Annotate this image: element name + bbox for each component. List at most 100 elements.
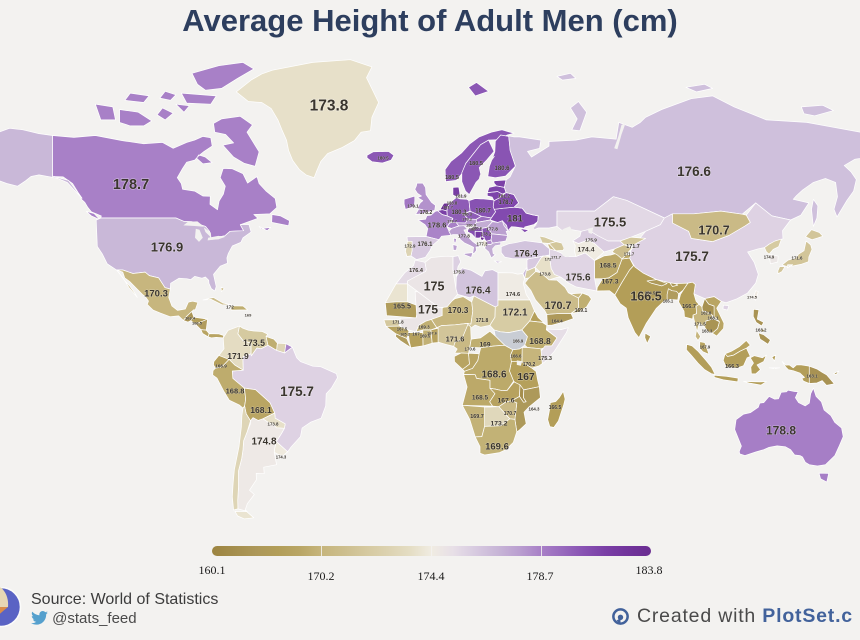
svg-text:170.2: 170.2 (523, 362, 536, 368)
svg-text:175: 175 (418, 302, 438, 316)
svg-text:171.8: 171.8 (392, 320, 404, 325)
svg-text:172: 172 (545, 256, 552, 261)
svg-text:167: 167 (412, 332, 420, 337)
svg-text:180.6: 180.6 (494, 166, 510, 172)
svg-text:179.1: 179.1 (407, 204, 419, 209)
svg-text:178.8: 178.8 (766, 423, 796, 437)
svg-text:181.7: 181.7 (443, 204, 454, 209)
svg-text:183.8: 183.8 (447, 201, 458, 206)
svg-text:167.6: 167.6 (497, 397, 514, 404)
svg-text:174.4: 174.4 (577, 246, 594, 253)
svg-text:175.5: 175.5 (594, 215, 627, 230)
svg-text:170.7: 170.7 (504, 411, 517, 417)
svg-text:164.5: 164.5 (645, 291, 656, 296)
svg-text:163.2: 163.2 (756, 328, 768, 333)
svg-text:180.8: 180.8 (466, 222, 477, 227)
svg-text:173.8: 173.8 (539, 272, 551, 277)
svg-text:172: 172 (226, 305, 234, 310)
svg-text:167.9: 167.9 (700, 345, 711, 350)
svg-text:178.2: 178.2 (481, 232, 492, 237)
svg-text:176.4: 176.4 (465, 286, 490, 297)
svg-text:168.1: 168.1 (708, 316, 720, 321)
svg-text:170.7: 170.7 (544, 300, 571, 312)
svg-text:169.7: 169.7 (470, 414, 484, 420)
svg-text:166.5: 166.5 (549, 405, 562, 411)
svg-text:168.8: 168.8 (529, 336, 551, 346)
svg-text:180.5: 180.5 (445, 175, 459, 181)
svg-text:168.6: 168.6 (481, 370, 506, 381)
svg-text:169.3: 169.3 (418, 325, 430, 330)
svg-text:165.2: 165.2 (400, 331, 411, 336)
svg-text:167.5: 167.5 (397, 327, 408, 332)
svg-text:171.5: 171.5 (694, 322, 706, 327)
svg-text:177.8: 177.8 (486, 227, 498, 232)
svg-text:176.4: 176.4 (514, 248, 538, 259)
svg-text:166.7: 166.7 (682, 304, 696, 310)
svg-text:175: 175 (424, 280, 445, 294)
svg-text:170.3: 170.3 (144, 288, 168, 299)
svg-text:174.9: 174.9 (764, 255, 775, 260)
svg-text:171.6: 171.6 (792, 256, 804, 261)
svg-text:169.6: 169.6 (485, 441, 509, 452)
svg-text:163.4: 163.4 (185, 315, 196, 320)
svg-text:167.3: 167.3 (601, 278, 618, 285)
svg-text:176.9: 176.9 (151, 240, 184, 255)
svg-text:166.3: 166.3 (725, 364, 739, 370)
svg-text:173.8: 173.8 (310, 98, 349, 115)
svg-text:180.3: 180.3 (451, 210, 467, 216)
svg-text:168.8: 168.8 (226, 387, 245, 396)
svg-text:177.3: 177.3 (477, 242, 489, 247)
svg-text:174.6: 174.6 (506, 292, 521, 298)
svg-text:174.5: 174.5 (747, 294, 758, 299)
svg-text:181.2: 181.2 (498, 194, 510, 199)
svg-text:171.7: 171.7 (626, 244, 640, 250)
svg-text:175.3: 175.3 (538, 356, 552, 362)
svg-text:179.2: 179.2 (462, 216, 473, 221)
svg-text:166.9: 166.9 (513, 339, 524, 344)
svg-text:166.6: 166.6 (511, 354, 523, 359)
svg-text:171.7: 171.7 (624, 252, 635, 257)
svg-text:171.9: 171.9 (227, 351, 249, 361)
svg-text:171.6: 171.6 (446, 335, 465, 344)
svg-text:178.2: 178.2 (420, 210, 433, 216)
svg-text:181.9: 181.9 (456, 194, 468, 199)
svg-text:173.8: 173.8 (268, 422, 280, 427)
svg-text:178.6: 178.6 (428, 221, 447, 230)
svg-text:163.3: 163.3 (702, 329, 713, 334)
svg-text:168.5: 168.5 (599, 262, 616, 269)
svg-text:175.6: 175.6 (565, 273, 590, 284)
svg-text:171.7: 171.7 (551, 254, 562, 259)
svg-text:170.7: 170.7 (698, 224, 729, 238)
svg-text:176.6: 176.6 (677, 164, 711, 179)
svg-text:171.8: 171.8 (476, 318, 489, 324)
svg-text:182: 182 (469, 227, 475, 231)
svg-text:177.8: 177.8 (458, 234, 470, 239)
svg-text:163.1: 163.1 (806, 374, 818, 379)
svg-text:162.8: 162.8 (701, 311, 712, 316)
svg-text:180.5: 180.5 (469, 161, 483, 167)
svg-text:180.6: 180.6 (472, 225, 483, 230)
svg-text:178.7: 178.7 (113, 177, 149, 193)
svg-text:166.9: 166.9 (215, 364, 227, 369)
svg-text:169: 169 (479, 341, 490, 348)
svg-text:169.5: 169.5 (420, 334, 431, 339)
svg-text:181: 181 (507, 213, 524, 224)
svg-text:170.3: 170.3 (448, 305, 469, 315)
svg-text:174.8: 174.8 (251, 437, 276, 448)
svg-text:168.5: 168.5 (472, 394, 489, 401)
svg-text:167: 167 (517, 371, 535, 383)
svg-text:173.2: 173.2 (490, 420, 507, 427)
svg-text:175.7: 175.7 (280, 384, 314, 399)
svg-text:174.3: 174.3 (276, 455, 287, 460)
svg-text:169.1: 169.1 (575, 308, 588, 314)
svg-text:165.1: 165.1 (663, 299, 674, 304)
svg-text:168.1: 168.1 (250, 405, 272, 415)
svg-text:164.4: 164.4 (551, 319, 563, 324)
svg-text:167.6: 167.6 (427, 330, 438, 335)
svg-text:172.1: 172.1 (502, 308, 527, 319)
svg-text:170.6: 170.6 (465, 347, 477, 352)
svg-text:175.7: 175.7 (675, 249, 709, 264)
svg-text:175.8: 175.8 (453, 270, 465, 275)
svg-text:180.5: 180.5 (377, 156, 389, 161)
svg-text:164.3: 164.3 (529, 407, 541, 412)
